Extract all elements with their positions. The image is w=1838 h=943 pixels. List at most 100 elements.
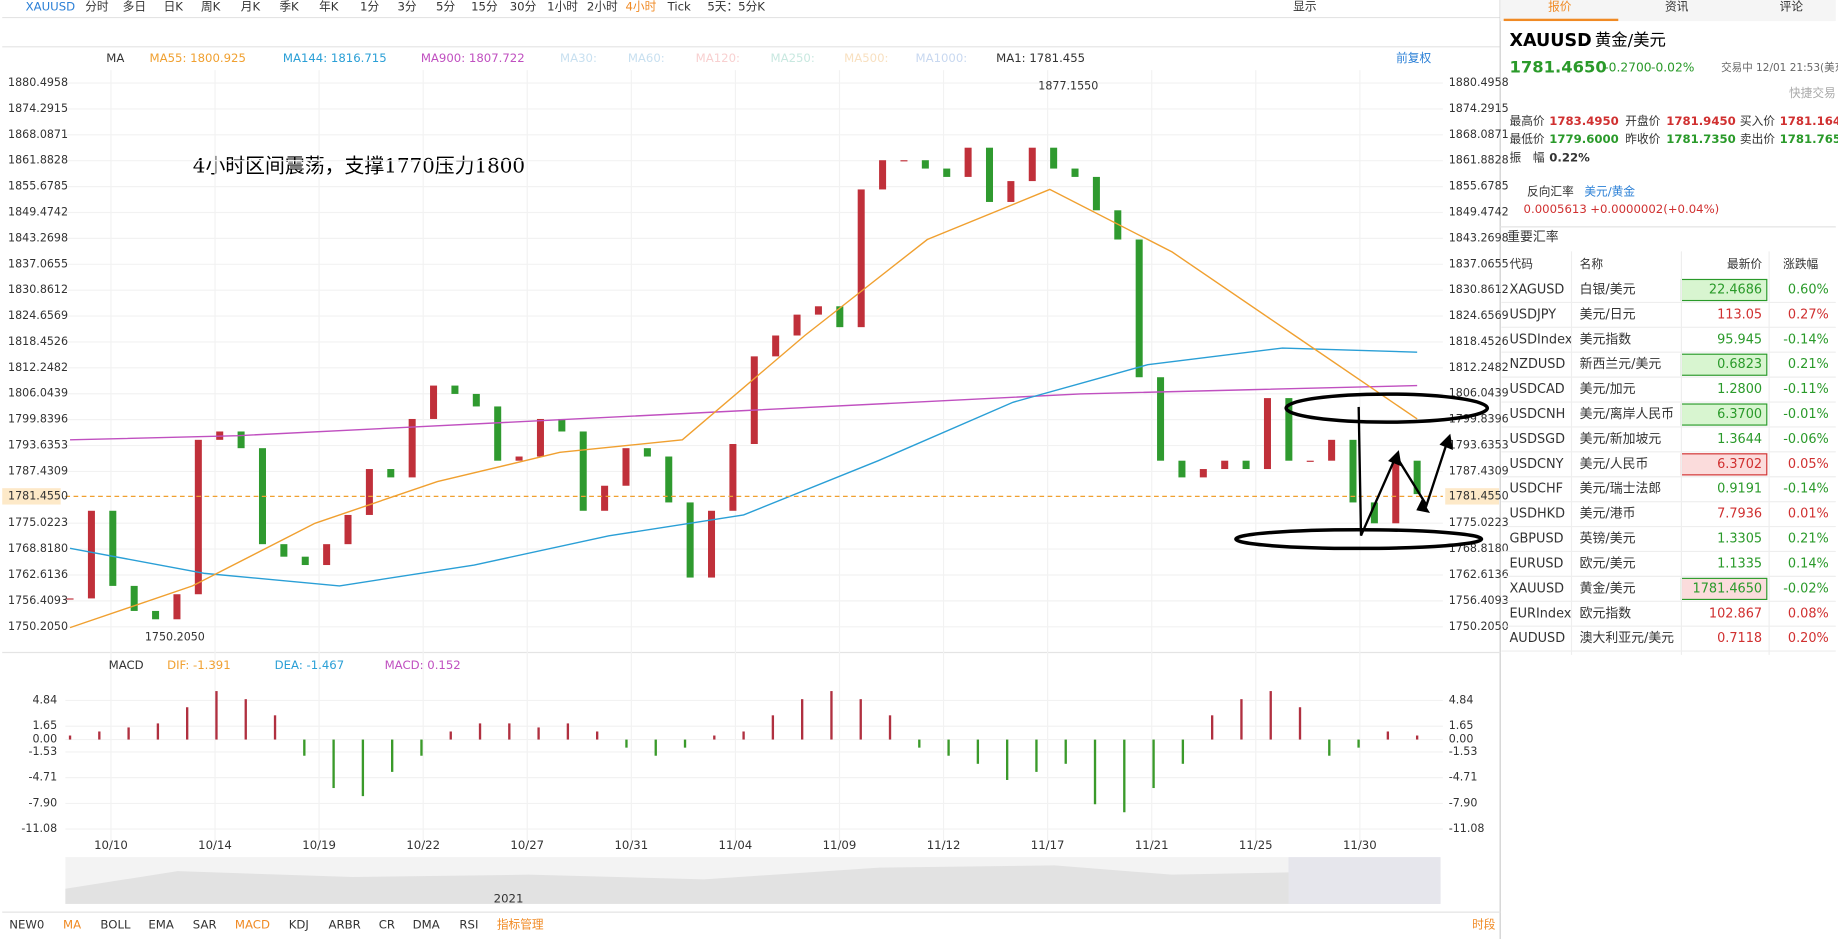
x-tick-label: 11/17 [1031,838,1065,852]
y-tick-label-right: 1775.0223 [1449,516,1509,529]
indicator-button[interactable]: SAR [193,917,217,931]
period-button[interactable]: 30分 [510,0,537,14]
candle [280,544,288,557]
indicator-button[interactable]: DMA [413,917,440,931]
x-tick-label: 11/12 [927,838,961,852]
indicator-button[interactable]: ARBR [328,917,360,931]
period-button[interactable]: 3分 [397,0,416,14]
legend-item: MA60: [628,51,665,65]
y-tick-label-right: 1837.0655 [1449,257,1509,270]
y-tick-label-right: 0.00 [1449,733,1474,746]
row-price: 113.05 [1717,307,1762,322]
period-button[interactable]: 4小时 [625,0,656,14]
period-button[interactable]: 15分 [471,0,498,14]
tab-bar [1500,0,1836,22]
y-tick-label-right: 1824.6569 [1449,309,1509,322]
indicator-button[interactable]: BOLL [100,917,131,931]
candle [194,439,202,595]
candle [472,393,480,407]
low-label: 1750.2050 [145,630,205,643]
period-button[interactable]: 1小时 [547,0,578,14]
row-price: 6.3700 [1717,407,1762,422]
stat-label: 最低价 [1510,132,1545,146]
row-name: 美元/离岸人民币 [1580,406,1674,422]
quick-trade[interactable]: 快捷交易 [1789,86,1836,100]
candle [66,598,74,600]
candle [750,356,758,445]
period-button[interactable]: 周K [201,0,221,14]
period-button[interactable]: 月K [241,0,261,14]
row-code: USDCAD [1510,382,1565,397]
period-button[interactable]: 多日 [123,0,146,14]
period-button[interactable]: 日K [164,0,184,14]
tab[interactable]: 评论 [1780,0,1804,14]
legend-item: MA1000: [915,51,967,65]
tab-underline [1503,18,1619,22]
x-tick-label: 11/25 [1239,838,1273,852]
drawn-ellipse [1234,527,1484,551]
table-header: 名称 [1580,257,1604,271]
indicator-button[interactable]: 指标管理 [497,917,544,931]
candle [622,448,630,486]
section-title: 重要汇率 [1507,229,1559,245]
current-price-box [1445,488,1500,505]
candle [708,510,716,578]
period-button[interactable]: 2小时 [587,0,618,14]
indicator-button[interactable]: EMA [148,917,173,931]
indicator-button[interactable]: RSI [459,917,478,931]
candle [1071,168,1079,177]
candle [836,306,844,328]
tab[interactable]: 报价 [1548,0,1572,14]
y-tick-label: 1799.8396 [8,413,68,426]
period-button[interactable]: 年K [319,0,339,14]
y-tick-label: 1837.0655 [8,257,68,270]
panel-change: -0.2700 [1604,60,1651,74]
period-button[interactable]: 季K [279,0,299,14]
row-name: 美元/日元 [1580,307,1636,322]
candle [1306,460,1314,462]
y-tick-label: 1818.4526 [8,335,68,348]
navigator-window[interactable] [1288,857,1441,904]
x-tick-label: 11/21 [1135,838,1169,852]
period-button[interactable]: 分时 [85,0,109,14]
legend-item: MA250: [770,51,814,65]
panel-price: 1781.4650 [1510,57,1607,76]
y-tick-label: 0.00 [32,733,57,746]
table-header: 代码 [1510,257,1533,271]
x-tick-label: 10/27 [510,838,544,852]
ma-line [69,347,1418,587]
row-name: 美元指数 [1580,332,1632,347]
y-tick-label: 1855.6785 [8,180,68,193]
reverse-change: +0.0000002(+0.04%) [1590,202,1719,216]
indicator-button[interactable]: MA [63,917,81,931]
panel-change-pct: -0.02% [1651,60,1694,74]
indicator-button[interactable]: KDJ [289,917,309,931]
period-button[interactable]: Tick [667,0,691,14]
period-button[interactable]: 5分 [436,0,455,14]
y-tick-label: -7.90 [28,796,57,809]
row-name: 美元/港币 [1580,507,1636,522]
y-tick-label-right: -7.90 [1449,796,1478,809]
period-button[interactable]: 1分 [360,0,379,14]
row-change: 0.60% [1788,283,1829,298]
indicator-button[interactable]: CR [379,917,395,931]
period-button[interactable]: 5天：5分K [707,0,765,14]
legend-item: DEA: -1.467 [275,658,345,672]
indicator-button[interactable]: NEW0 [9,917,44,931]
candle [451,385,459,394]
row-change: 0.27% [1788,307,1829,322]
y-tick-label-right: 1849.4742 [1449,205,1509,218]
navigator-shape [65,865,1441,904]
indicator-button[interactable]: MACD [235,917,270,931]
tab[interactable]: 资讯 [1665,0,1689,14]
candle [173,594,181,620]
row-change: 0.05% [1788,457,1829,472]
candle [387,469,395,478]
y-tick-label-right: 1750.2050 [1449,620,1509,633]
arrow-head [1388,433,1453,514]
candle [729,444,737,511]
legend-item: MA120: [696,51,740,65]
display-menu[interactable]: 显示 [1293,0,1316,14]
ma-line [70,384,1418,441]
